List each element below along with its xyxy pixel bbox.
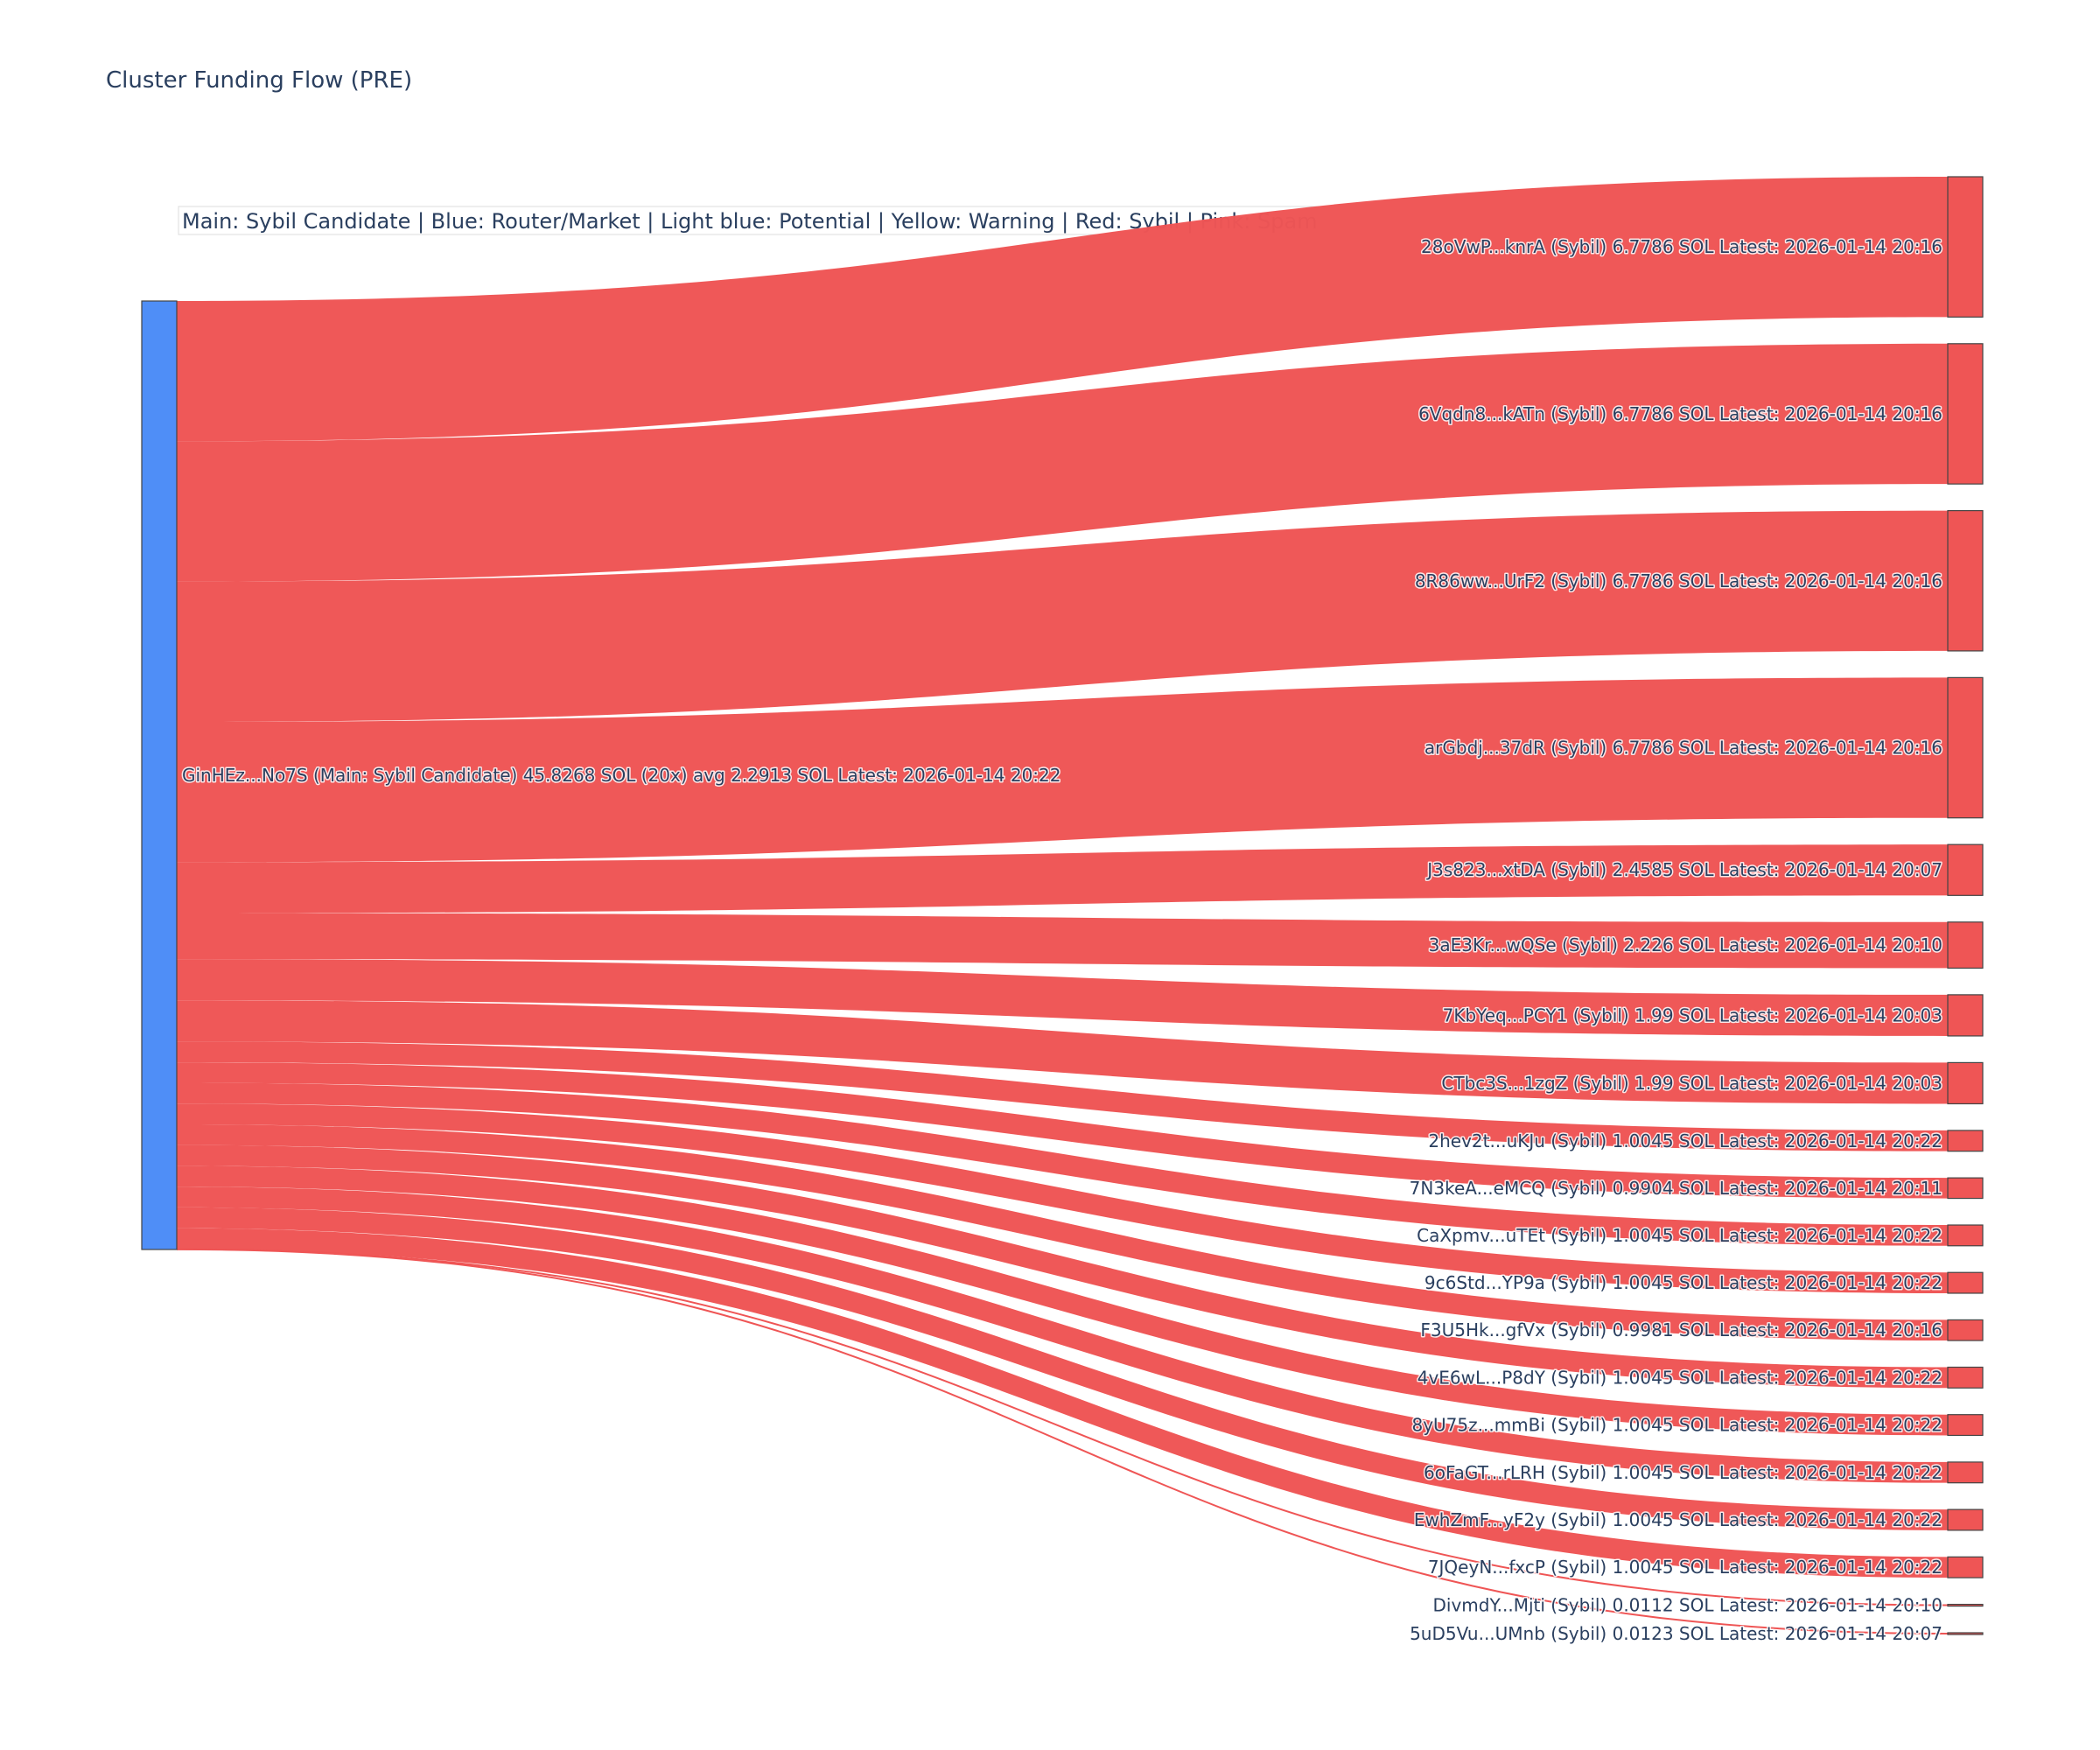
sankey-target-label-halo: 7KbYeq...PCY1 (Sybil) 1.99 SOL Latest: 2… (1443, 1004, 1942, 1026)
sankey-source-node (141, 300, 178, 1250)
sankey-target-label: 7JQeyN...fxcP (Sybil) 1.0045 SOL Latest:… (1428, 1557, 1942, 1578)
sankey-target-label-halo: EwhZmF...yF2y (Sybil) 1.0045 SOL Latest:… (1414, 1509, 1942, 1530)
sankey-target-node (1947, 1319, 1984, 1341)
sankey-link (177, 1082, 1948, 1246)
sankey-link (177, 343, 1948, 582)
sankey-target-label: arGbdj...37dR (Sybil) 6.7786 SOL Latest:… (1424, 738, 1942, 759)
sankey-target-label-halo: 8yU75z...mmBi (Sybil) 1.0045 SOL Latest:… (1411, 1415, 1942, 1436)
sankey-target-label-halo: DivmdY...Mjti (Sybil) 0.0112 SOL Latest:… (1433, 1595, 1942, 1616)
sankey-target-label: 9c6Std...YP9a (Sybil) 1.0045 SOL Latest:… (1424, 1272, 1942, 1293)
sankey-target-label: DivmdY...Mjti (Sybil) 0.0112 SOL Latest:… (1433, 1595, 1942, 1616)
sankey-link (177, 177, 1948, 442)
sankey-target-node (1947, 1414, 1984, 1437)
sankey-link (177, 1166, 1948, 1436)
sankey-link (177, 1000, 1948, 1104)
sankey-target-node (1947, 509, 1984, 652)
sankey-target-label: CaXpmv...uTEt (Sybil) 1.0045 SOL Latest:… (1417, 1225, 1942, 1246)
sankey-target-label-halo: 6Vqdn8...kATn (Sybil) 6.7786 SOL Latest:… (1418, 403, 1942, 424)
sankey-target-label: J3s823...xtDA (Sybil) 2.4585 SOL Latest:… (1425, 859, 1942, 880)
sankey-target-node (1947, 1556, 1984, 1578)
sankey-target-node (1947, 1603, 1984, 1607)
sankey-target-node (1947, 1061, 1984, 1105)
sankey-target-label-halo: arGbdj...37dR (Sybil) 6.7786 SOL Latest:… (1424, 738, 1942, 759)
sankey-target-label: EwhZmF...yF2y (Sybil) 1.0045 SOL Latest:… (1414, 1509, 1942, 1530)
legend-note: Main: Sybil Candidate | Blue: Router/Mar… (178, 206, 1348, 235)
sankey-target-node (1947, 921, 1984, 970)
sankey-target-label: 7N3keA...eMCQ (Sybil) 0.9904 SOL Latest:… (1410, 1178, 1942, 1199)
sankey-target-label-halo: 28oVwP...knrA (Sybil) 6.7786 SOL Latest:… (1421, 236, 1942, 257)
sankey-target-node (1947, 1508, 1984, 1531)
sankey-source-label-halo: GinHEz...No7S (Main: Sybil Candidate) 45… (182, 765, 1061, 786)
sankey-target-label: 6Vqdn8...kATn (Sybil) 6.7786 SOL Latest:… (1418, 403, 1942, 424)
sankey-target-label-halo: 7N3keA...eMCQ (Sybil) 0.9904 SOL Latest:… (1410, 1178, 1942, 1199)
sankey-link (177, 677, 1948, 863)
sankey-link (177, 510, 1948, 723)
sankey-target-node (1947, 1224, 1984, 1247)
sankey-target-node (1947, 844, 1984, 896)
sankey-source-label: GinHEz...No7S (Main: Sybil Candidate) 45… (182, 765, 1061, 786)
sankey-target-label: 28oVwP...knrA (Sybil) 6.7786 SOL Latest:… (1421, 236, 1942, 257)
sankey-target-label-halo: 7JQeyN...fxcP (Sybil) 1.0045 SOL Latest:… (1428, 1557, 1942, 1578)
sankey-target-node (1947, 176, 1984, 318)
sankey-target-node (1947, 1366, 1984, 1389)
sankey-link (177, 1228, 1948, 1578)
sankey-links (176, 177, 1949, 1634)
sankey-link (177, 1041, 1948, 1152)
sankey-target-label-halo: 2hev2t...uKJu (Sybil) 1.0045 SOL Latest:… (1428, 1130, 1942, 1152)
sankey-target-label-halo: 4vE6wL...P8dY (Sybil) 1.0045 SOL Latest:… (1418, 1367, 1942, 1388)
sankey-link (176, 1248, 1949, 1606)
sankey-target-label: 2hev2t...uKJu (Sybil) 1.0045 SOL Latest:… (1428, 1130, 1942, 1152)
sankey-link (177, 1207, 1948, 1530)
sankey-nodes (141, 176, 1984, 1635)
sankey-link (177, 844, 1948, 914)
sankey-link (177, 1124, 1948, 1341)
sankey-target-label: 6oFaGT...rLRH (Sybil) 1.0045 SOL Latest:… (1424, 1462, 1942, 1483)
sankey-target-label: CTbc3S...1zgZ (Sybil) 1.99 SOL Latest: 2… (1441, 1073, 1942, 1094)
sankey-target-node (1947, 1177, 1984, 1200)
legend-text: Main: Sybil Candidate | Blue: Router/Mar… (182, 209, 1318, 234)
sankey-target-label-halo: J3s823...xtDA (Sybil) 2.4585 SOL Latest:… (1425, 859, 1942, 880)
sankey-target-label-halo: 8R86ww...UrF2 (Sybil) 6.7786 SOL Latest:… (1415, 570, 1942, 592)
sankey-link (176, 1248, 1949, 1634)
sankey-target-label: F3U5Hk...gfVx (Sybil) 0.9981 SOL Latest:… (1420, 1320, 1942, 1340)
sankey-target-label-halo: F3U5Hk...gfVx (Sybil) 0.9981 SOL Latest:… (1420, 1320, 1942, 1340)
sankey-target-label: 8R86ww...UrF2 (Sybil) 6.7786 SOL Latest:… (1415, 570, 1942, 592)
sankey-link (177, 913, 1948, 969)
sankey-link (177, 1062, 1948, 1199)
sankey-target-label-halo: 9c6Std...YP9a (Sybil) 1.0045 SOL Latest:… (1424, 1272, 1942, 1293)
sankey-target-node (1947, 676, 1984, 819)
sankey-link (177, 1144, 1948, 1389)
sankey-target-node (1947, 994, 1984, 1037)
sankey-target-label-halo: CTbc3S...1zgZ (Sybil) 1.99 SOL Latest: 2… (1441, 1073, 1942, 1094)
sankey-target-label-halo: CaXpmv...uTEt (Sybil) 1.0045 SOL Latest:… (1417, 1225, 1942, 1246)
sankey-target-node (1947, 1130, 1984, 1152)
sankey-target-label-halo: 3aE3Kr...wQSe (Sybil) 2.226 SOL Latest: … (1429, 934, 1942, 956)
chart-title: Cluster Funding Flow (PRE) (106, 67, 412, 94)
sankey-target-label: 3aE3Kr...wQSe (Sybil) 2.226 SOL Latest: … (1429, 934, 1942, 956)
sankey-link (177, 1103, 1948, 1293)
sankey-target-label: 4vE6wL...P8dY (Sybil) 1.0045 SOL Latest:… (1418, 1367, 1942, 1388)
sankey-labels: 28oVwP...knrA (Sybil) 6.7786 SOL Latest:… (181, 235, 1944, 1646)
sankey-target-label-halo: 5uD5Vu...UMnb (Sybil) 0.0123 SOL Latest:… (1410, 1623, 1942, 1644)
sankey-link (177, 959, 1948, 1036)
sankey-target-node (1947, 1271, 1984, 1294)
sankey-link (177, 1186, 1948, 1483)
sankey-target-node (1947, 1632, 1984, 1635)
sankey-target-label: 7KbYeq...PCY1 (Sybil) 1.99 SOL Latest: 2… (1443, 1004, 1942, 1026)
sankey-target-label: 8yU75z...mmBi (Sybil) 1.0045 SOL Latest:… (1411, 1415, 1942, 1436)
sankey-target-label-halo: 6oFaGT...rLRH (Sybil) 1.0045 SOL Latest:… (1424, 1462, 1942, 1483)
sankey-target-node (1947, 343, 1984, 485)
sankey-target-node (1947, 1461, 1984, 1484)
sankey-target-label: 5uD5Vu...UMnb (Sybil) 0.0123 SOL Latest:… (1410, 1623, 1942, 1644)
